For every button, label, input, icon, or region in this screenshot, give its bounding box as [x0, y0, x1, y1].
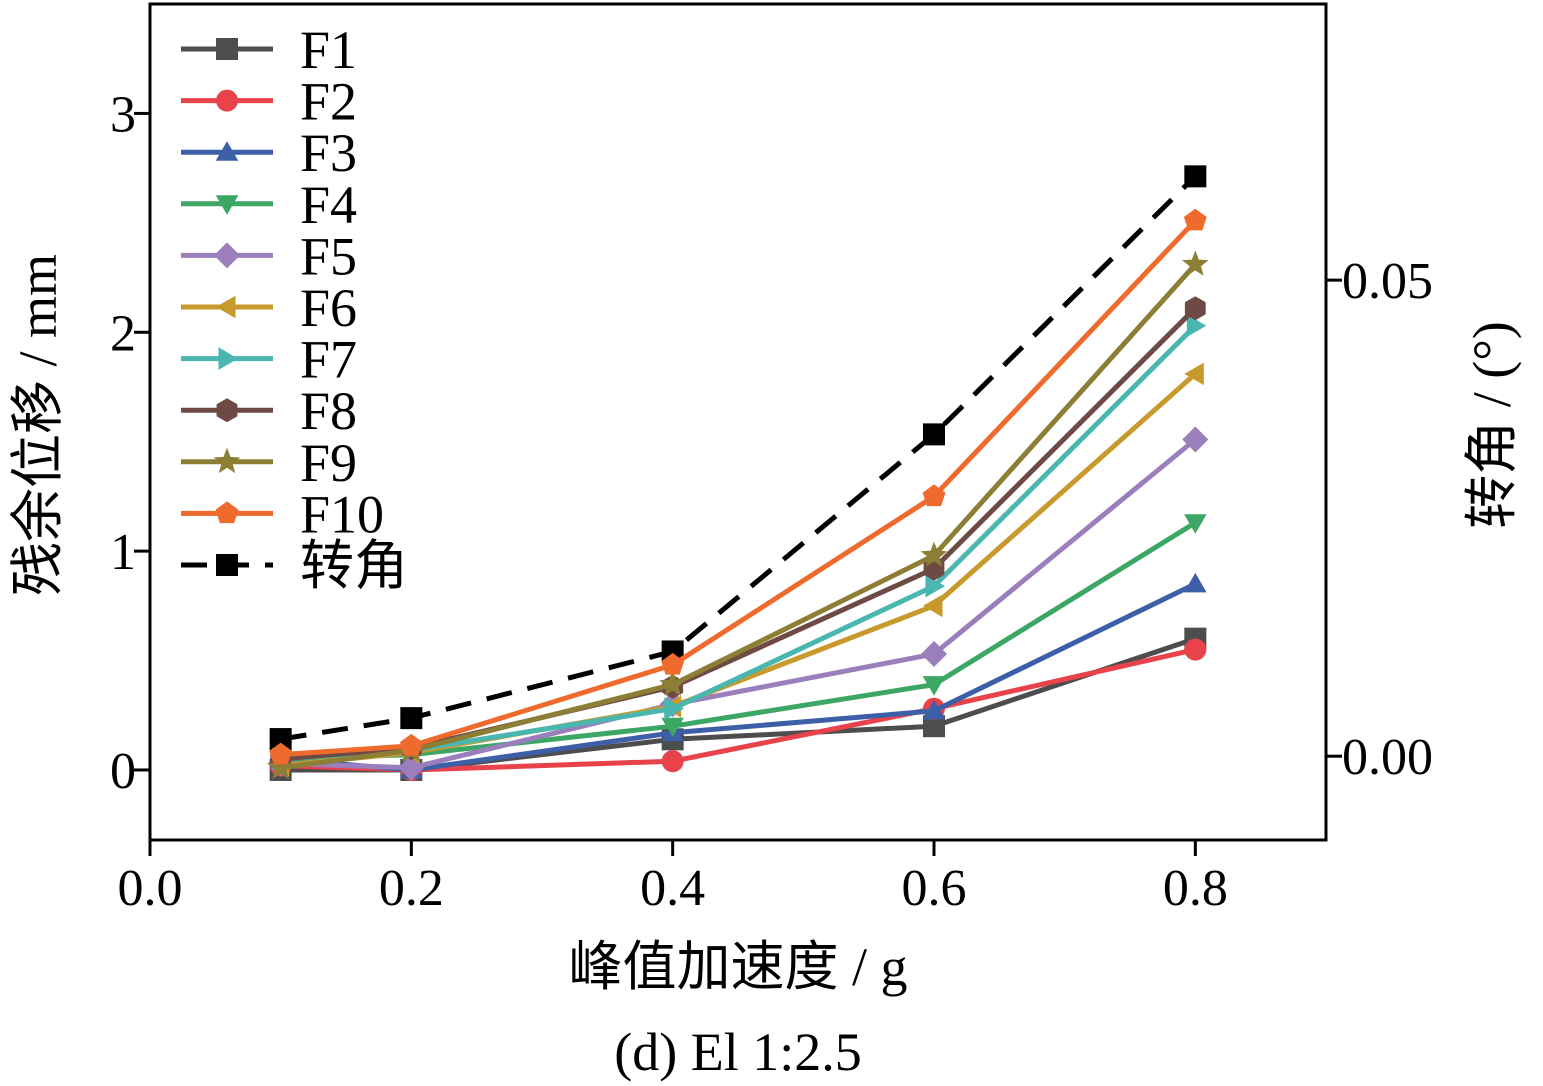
y-axis-title: 残余位移 / mm [8, 254, 68, 596]
legend-label: F2 [300, 72, 357, 132]
data-point [920, 541, 948, 567]
legend-marker [214, 242, 240, 269]
legend-marker [215, 501, 239, 524]
series-f10 [269, 208, 1207, 765]
y2-tick-label: 0.00 [1342, 729, 1433, 786]
legend-label: F7 [300, 330, 357, 390]
legend-label: F5 [300, 226, 357, 286]
legend-marker [215, 195, 239, 215]
series-line [280, 372, 1197, 769]
data-point [664, 697, 684, 720]
legend-label: F8 [300, 381, 357, 441]
series-line [280, 218, 1198, 758]
x-tick-label: 0.6 [902, 860, 967, 917]
data-point [1182, 250, 1209, 276]
legend-label: F4 [300, 175, 357, 235]
legend-label: F3 [300, 123, 357, 183]
legend-entry: F5 [181, 226, 357, 286]
series-f4 [269, 514, 1207, 770]
legend-marker [216, 398, 238, 423]
data-point [661, 717, 684, 738]
data-point [923, 594, 943, 618]
legend-label: F1 [300, 20, 357, 80]
x-tick-label: 0.0 [118, 860, 183, 917]
data-point [659, 670, 686, 696]
legend-label: F10 [300, 484, 384, 544]
y-tick-label: 1 [110, 524, 136, 581]
data-point [925, 574, 945, 598]
data-point [1184, 296, 1206, 321]
y-tick-label: 0 [110, 743, 136, 800]
x-tick-label: 0.8 [1163, 860, 1228, 917]
data-point [1186, 314, 1207, 337]
series-f8 [270, 296, 1206, 771]
legend-entry: F2 [181, 72, 357, 132]
data-point [923, 423, 945, 446]
data-point [922, 484, 946, 507]
data-point [922, 676, 946, 696]
legend-entry: F4 [181, 175, 357, 235]
legend-label: 转角 [300, 536, 408, 596]
series-rotation-angle [269, 165, 1207, 751]
legend-entry: F10 [181, 484, 384, 544]
legend-marker [215, 141, 239, 161]
legend-entry: F8 [181, 381, 357, 441]
data-point [269, 728, 292, 751]
legend-entry: F3 [181, 123, 357, 183]
data-point [267, 753, 294, 780]
data-point [661, 750, 684, 773]
y2-axis-title: 转角 / (°) [1462, 321, 1522, 529]
legend-entry: F6 [181, 278, 357, 338]
legend-marker [216, 89, 238, 112]
legend-marker [213, 447, 241, 474]
data-point [1182, 426, 1209, 453]
data-point [1184, 638, 1207, 661]
data-point [661, 652, 685, 675]
data-point [922, 699, 946, 720]
data-point [1183, 208, 1207, 231]
legend-label: F9 [300, 433, 357, 493]
axes: 0.0 0.2 0.4 0.6 0.8 0 1 2 3 0.00 0.05 [110, 2, 1433, 917]
x-tick-label: 0.2 [379, 860, 444, 917]
legend-label: F6 [300, 278, 357, 338]
legend-marker [218, 347, 238, 370]
plot-frame [148, 2, 1328, 842]
data-point [400, 707, 423, 730]
data-point [1184, 362, 1204, 386]
legend-marker [216, 295, 236, 319]
x-tick-label: 0.4 [640, 860, 705, 917]
legend-marker [216, 554, 238, 576]
data-point [1184, 572, 1207, 593]
x-axis-title: 峰值加速度 / g [568, 937, 907, 997]
series-layer [267, 165, 1209, 781]
data-point [923, 715, 945, 738]
data-point [399, 733, 423, 756]
data-point [1184, 514, 1207, 534]
legend-entry: F9 [181, 433, 357, 493]
legend-entry: F1 [181, 20, 357, 80]
legend-marker [216, 38, 238, 60]
y-tick-label: 2 [110, 305, 136, 362]
y-tick-label: 3 [110, 86, 136, 143]
y2-tick-label: 0.05 [1342, 253, 1433, 310]
figure-caption: (d) El 1:2.5 [614, 1022, 861, 1082]
series-f9 [267, 250, 1209, 780]
legend-entry: F7 [181, 330, 357, 390]
data-point [1184, 165, 1207, 188]
data-point [269, 742, 293, 765]
legend-entry: 转角 [181, 536, 408, 596]
data-point [921, 641, 947, 667]
